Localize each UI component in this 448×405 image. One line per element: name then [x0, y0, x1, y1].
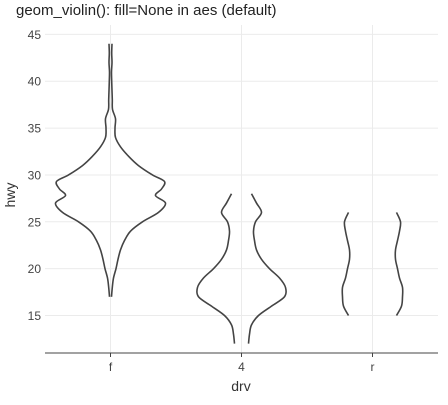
axis-layer: 15 20 25 30 35 40 45 f 4 r [28, 28, 438, 374]
chart-title: geom_violin(): fill=None in aes (default… [16, 2, 277, 19]
y-tick-label: 45 [28, 28, 42, 42]
x-axis-title: drv [231, 378, 250, 394]
y-tick-label: 20 [28, 262, 42, 276]
violin-outline-left [342, 212, 350, 315]
x-tick-label: 4 [238, 360, 245, 374]
y-axis-title: hwy [2, 183, 18, 208]
y-tick-label: 40 [28, 75, 42, 89]
y-tick-label: 25 [28, 215, 42, 229]
grid-layer [45, 25, 438, 353]
x-tick-label: r [371, 360, 375, 374]
x-tick-label: f [109, 360, 113, 374]
violin-layer [55, 44, 402, 344]
violin-outline-right [395, 212, 403, 315]
y-tick-label: 30 [28, 168, 42, 182]
y-tick-label: 15 [28, 309, 42, 323]
y-tick-label: 35 [28, 122, 42, 136]
